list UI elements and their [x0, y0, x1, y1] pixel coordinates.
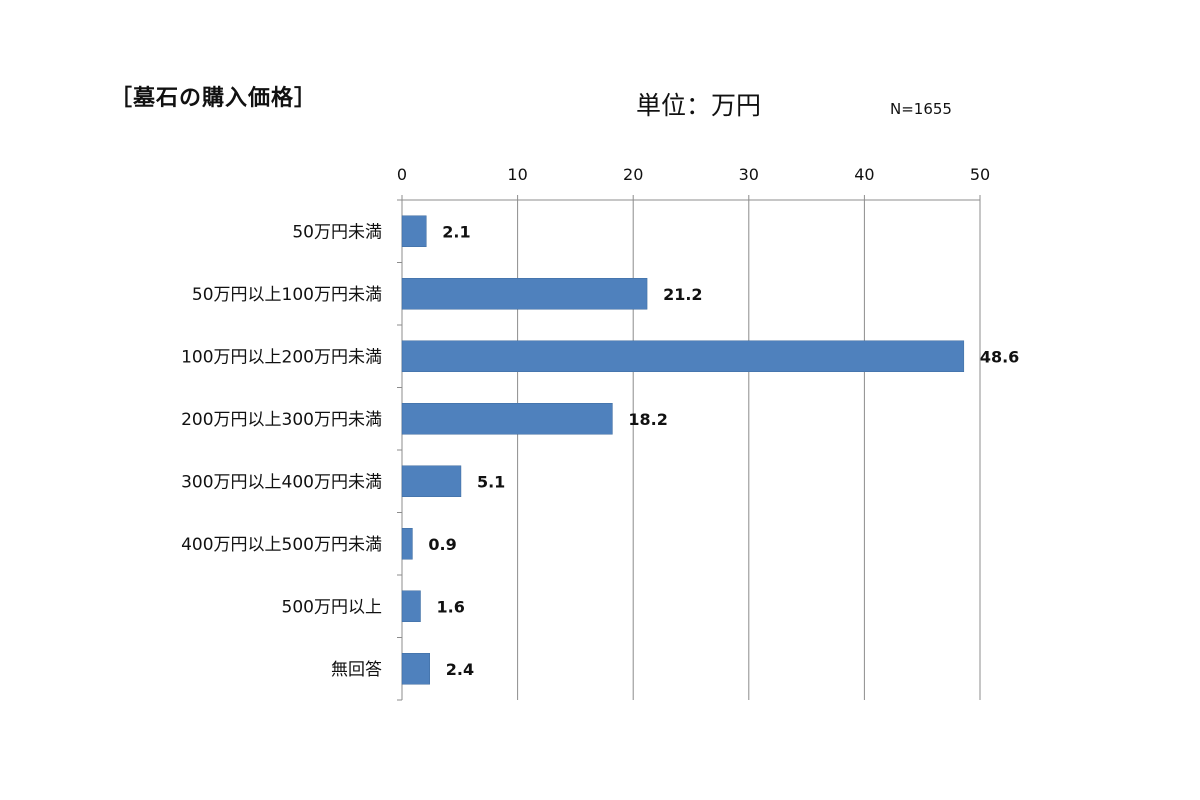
category-label: 400万円以上500万円未満	[181, 535, 382, 555]
unit-label: 単位：万円	[636, 91, 762, 120]
category-label: 500万円以上	[282, 597, 382, 617]
x-tick-label: 30	[739, 165, 759, 184]
chart-title: ［墓石の購入価格］	[110, 86, 318, 111]
category-label: 100万円以上200万円未満	[181, 347, 382, 367]
value-label: 48.6	[980, 347, 1019, 366]
bar	[401, 215, 427, 247]
category-label: 50万円以上100万円未満	[192, 285, 382, 305]
value-label: 1.6	[436, 597, 464, 616]
sample-size-label: N=1655	[890, 100, 952, 118]
bar	[401, 340, 965, 372]
x-tick-label: 40	[854, 165, 874, 184]
value-label: 5.1	[477, 472, 505, 491]
x-tick-label: 0	[397, 165, 407, 184]
x-tick-label: 20	[623, 165, 643, 184]
x-tick-label: 50	[970, 165, 990, 184]
bar	[401, 278, 648, 310]
value-label: 2.4	[446, 660, 474, 679]
category-label: 無回答	[331, 660, 382, 680]
category-label: 50万円未満	[292, 222, 382, 242]
category-label: 300万円以上400万円未満	[181, 472, 382, 492]
bar	[401, 528, 413, 560]
bar	[401, 403, 613, 435]
bar	[401, 590, 421, 622]
value-label: 2.1	[442, 222, 470, 241]
bar	[401, 465, 462, 497]
category-label: 200万円以上300万円未満	[181, 410, 382, 430]
bar	[401, 653, 430, 685]
value-label: 0.9	[428, 535, 456, 554]
x-tick-label: 10	[507, 165, 527, 184]
value-label: 21.2	[663, 285, 702, 304]
value-label: 18.2	[628, 410, 667, 429]
